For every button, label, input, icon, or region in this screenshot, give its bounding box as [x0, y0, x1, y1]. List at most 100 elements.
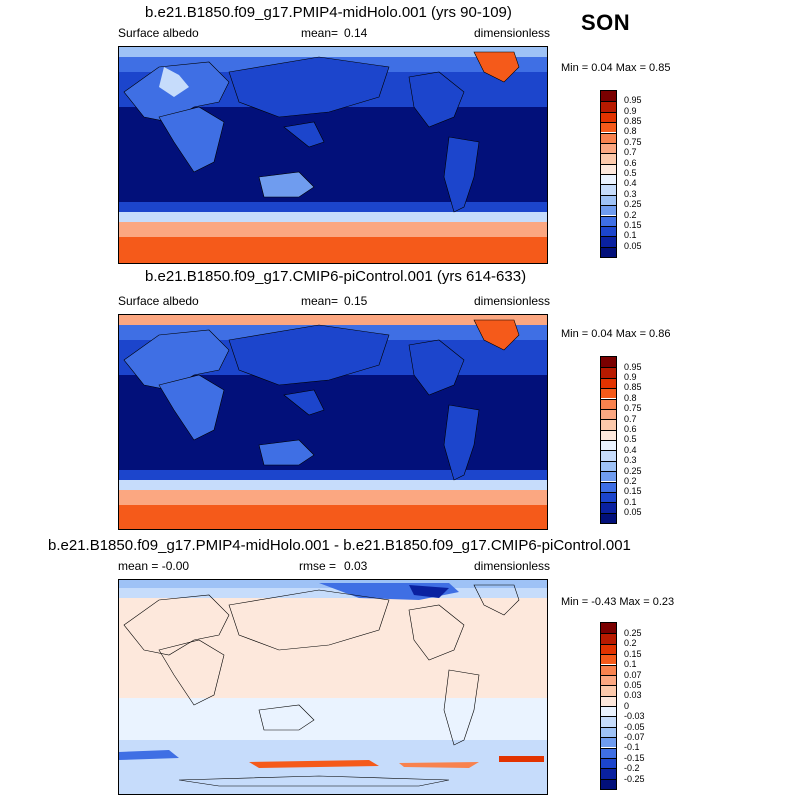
panel2-colorbar-swatch	[601, 398, 616, 409]
panel3-colorbar-swatch	[601, 643, 616, 655]
panel2-colorbar-label: 0.95	[624, 362, 642, 372]
panel2-colorbar-label: 0.3	[624, 455, 637, 465]
panel1-colorbar-swatch	[601, 91, 616, 102]
panel3-colorbar-label: -0.07	[624, 732, 645, 742]
panel2-colorbar-swatch	[601, 512, 616, 523]
panel2-colorbar-label: 0.4	[624, 445, 637, 455]
panel2-colorbar-label: 0.6	[624, 424, 637, 434]
panel1-colorbar-swatch	[601, 174, 616, 185]
panel1-colorbar-label: 0.85	[624, 116, 642, 126]
panel2-colorbar-swatch	[601, 357, 616, 368]
panel2-colorbar-swatch	[601, 408, 616, 420]
panel2-colorbar-swatch	[601, 377, 616, 389]
panel1-map-plot	[119, 47, 547, 263]
panel3-minmax: Min = -0.43 Max = 0.23	[561, 596, 675, 608]
panel2-colorbar-label: 0.15	[624, 486, 642, 496]
panel1-colorbar-label: 0.05	[624, 241, 642, 251]
panel3-mean-label: mean = -0.00	[118, 559, 190, 573]
panel3-rmse-value: 0.03	[344, 559, 368, 573]
panel3-map	[118, 579, 548, 795]
panel3-colorbar-label: -0.25	[624, 774, 645, 784]
panel3-colorbar-label: -0.1	[624, 742, 640, 752]
panel3-units: dimensionless	[474, 559, 551, 573]
panel3-colorbar	[600, 622, 617, 790]
panel2-colorbar-swatch	[601, 471, 616, 482]
panel1-colorbar-swatch	[601, 236, 616, 247]
panel2-colorbar	[600, 356, 617, 524]
panel1-colorbar-swatch	[601, 142, 616, 154]
panel1-colorbar-label: 0.4	[624, 178, 637, 188]
panel3-colorbar-label: 0.07	[624, 670, 642, 680]
panel2-colorbar-label: 0.1	[624, 497, 637, 507]
panel2-colorbar-label: 0.25	[624, 466, 642, 476]
panel2-map-plot	[119, 315, 547, 529]
panel2-colorbar-label: 0.7	[624, 414, 637, 424]
panel1-colorbar-label: 0.5	[624, 168, 637, 178]
panel2-mean-label: mean=	[301, 294, 339, 308]
panel3-title: b.e21.B1850.f09_g17.PMIP4-midHolo.001 - …	[48, 537, 631, 554]
panel1-colorbar-label: 0.3	[624, 189, 637, 199]
panel3-colorbar-swatch	[601, 757, 616, 769]
panel3-colorbar-swatch	[601, 716, 616, 727]
panel2-colorbar-label: 0.85	[624, 382, 642, 392]
panel1-colorbar-swatch	[601, 111, 616, 123]
panel3-colorbar-swatch	[601, 664, 616, 675]
panel1-colorbar-swatch	[601, 215, 616, 226]
panel1-colorbar-swatch	[601, 101, 616, 112]
panel3-map-plot	[119, 580, 547, 794]
panel3-colorbar-label: 0	[624, 701, 630, 711]
panel2-colorbar-swatch	[601, 440, 616, 451]
panel1-colorbar-label: 0.15	[624, 220, 642, 230]
panel1-map	[118, 46, 548, 264]
panel3-colorbar-swatch	[601, 654, 616, 665]
panel2-colorbar-label: 0.75	[624, 403, 642, 413]
panel3-colorbar-label: -0.15	[624, 753, 645, 763]
panel1-mean-value: 0.14	[344, 26, 368, 40]
panel2-colorbar-label: 0.9	[624, 372, 637, 382]
panel1-units: dimensionless	[474, 26, 551, 40]
panel3-colorbar-swatch	[601, 633, 616, 644]
season-label: SON	[581, 10, 631, 35]
panel1-colorbar-swatch	[601, 153, 616, 164]
panel2-colorbar-swatch	[601, 460, 616, 472]
panel1-colorbar-label: 0.2	[624, 210, 637, 220]
panel1-colorbar-label: 0.7	[624, 147, 637, 157]
panel1-colorbar-swatch	[601, 132, 616, 143]
panel1-colorbar-label: 0.6	[624, 158, 637, 168]
panel2-colorbar-swatch	[601, 419, 616, 430]
panel3-colorbar-label: -0.2	[624, 763, 640, 773]
panel2-colorbar-swatch	[601, 481, 616, 492]
panel2-colorbar-swatch	[601, 502, 616, 513]
panel2-mean-value: 0.15	[344, 294, 368, 308]
panel1-colorbar-swatch	[601, 163, 616, 174]
panel1-minmax: Min = 0.04 Max = 0.85	[561, 62, 671, 74]
panel3-colorbar-label: 0.03	[624, 690, 642, 700]
panel3-colorbar-swatch	[601, 778, 616, 789]
panel1-colorbar-swatch	[601, 225, 616, 237]
panel3-colorbar-swatch	[601, 737, 616, 748]
panel2-map	[118, 314, 548, 530]
panel3-colorbar-swatch	[601, 685, 616, 696]
panel2-colorbar-swatch	[601, 367, 616, 378]
panel2-colorbar-label: 0.2	[624, 476, 637, 486]
panel3-colorbar-swatch	[601, 706, 616, 717]
panel2-title: b.e21.B1850.f09_g17.CMIP6-piControl.001 …	[145, 268, 527, 285]
panel3-colorbar-swatch	[601, 747, 616, 758]
panel1-colorbar-swatch	[601, 194, 616, 206]
panel1-colorbar-label: 0.75	[624, 137, 642, 147]
panel3-colorbar-label: 0.15	[624, 649, 642, 659]
panel1-colorbar	[600, 90, 617, 258]
panel2-minmax: Min = 0.04 Max = 0.86	[561, 328, 671, 340]
panel2-colorbar-label: 0.5	[624, 434, 637, 444]
panel1-colorbar-label: 0.95	[624, 95, 642, 105]
panel2-colorbar-swatch	[601, 429, 616, 440]
panel1-colorbar-label: 0.25	[624, 199, 642, 209]
panel3-colorbar-swatch	[601, 674, 616, 686]
panel1-mean-label: mean=	[301, 26, 339, 40]
panel3-colorbar-swatch	[601, 726, 616, 738]
panel1-colorbar-swatch	[601, 246, 616, 257]
panel3-colorbar-label: 0.1	[624, 659, 637, 669]
panel3-colorbar-label: 0.25	[624, 628, 642, 638]
panel2-colorbar-swatch	[601, 450, 616, 461]
panel1-variable-label: Surface albedo	[118, 26, 199, 40]
